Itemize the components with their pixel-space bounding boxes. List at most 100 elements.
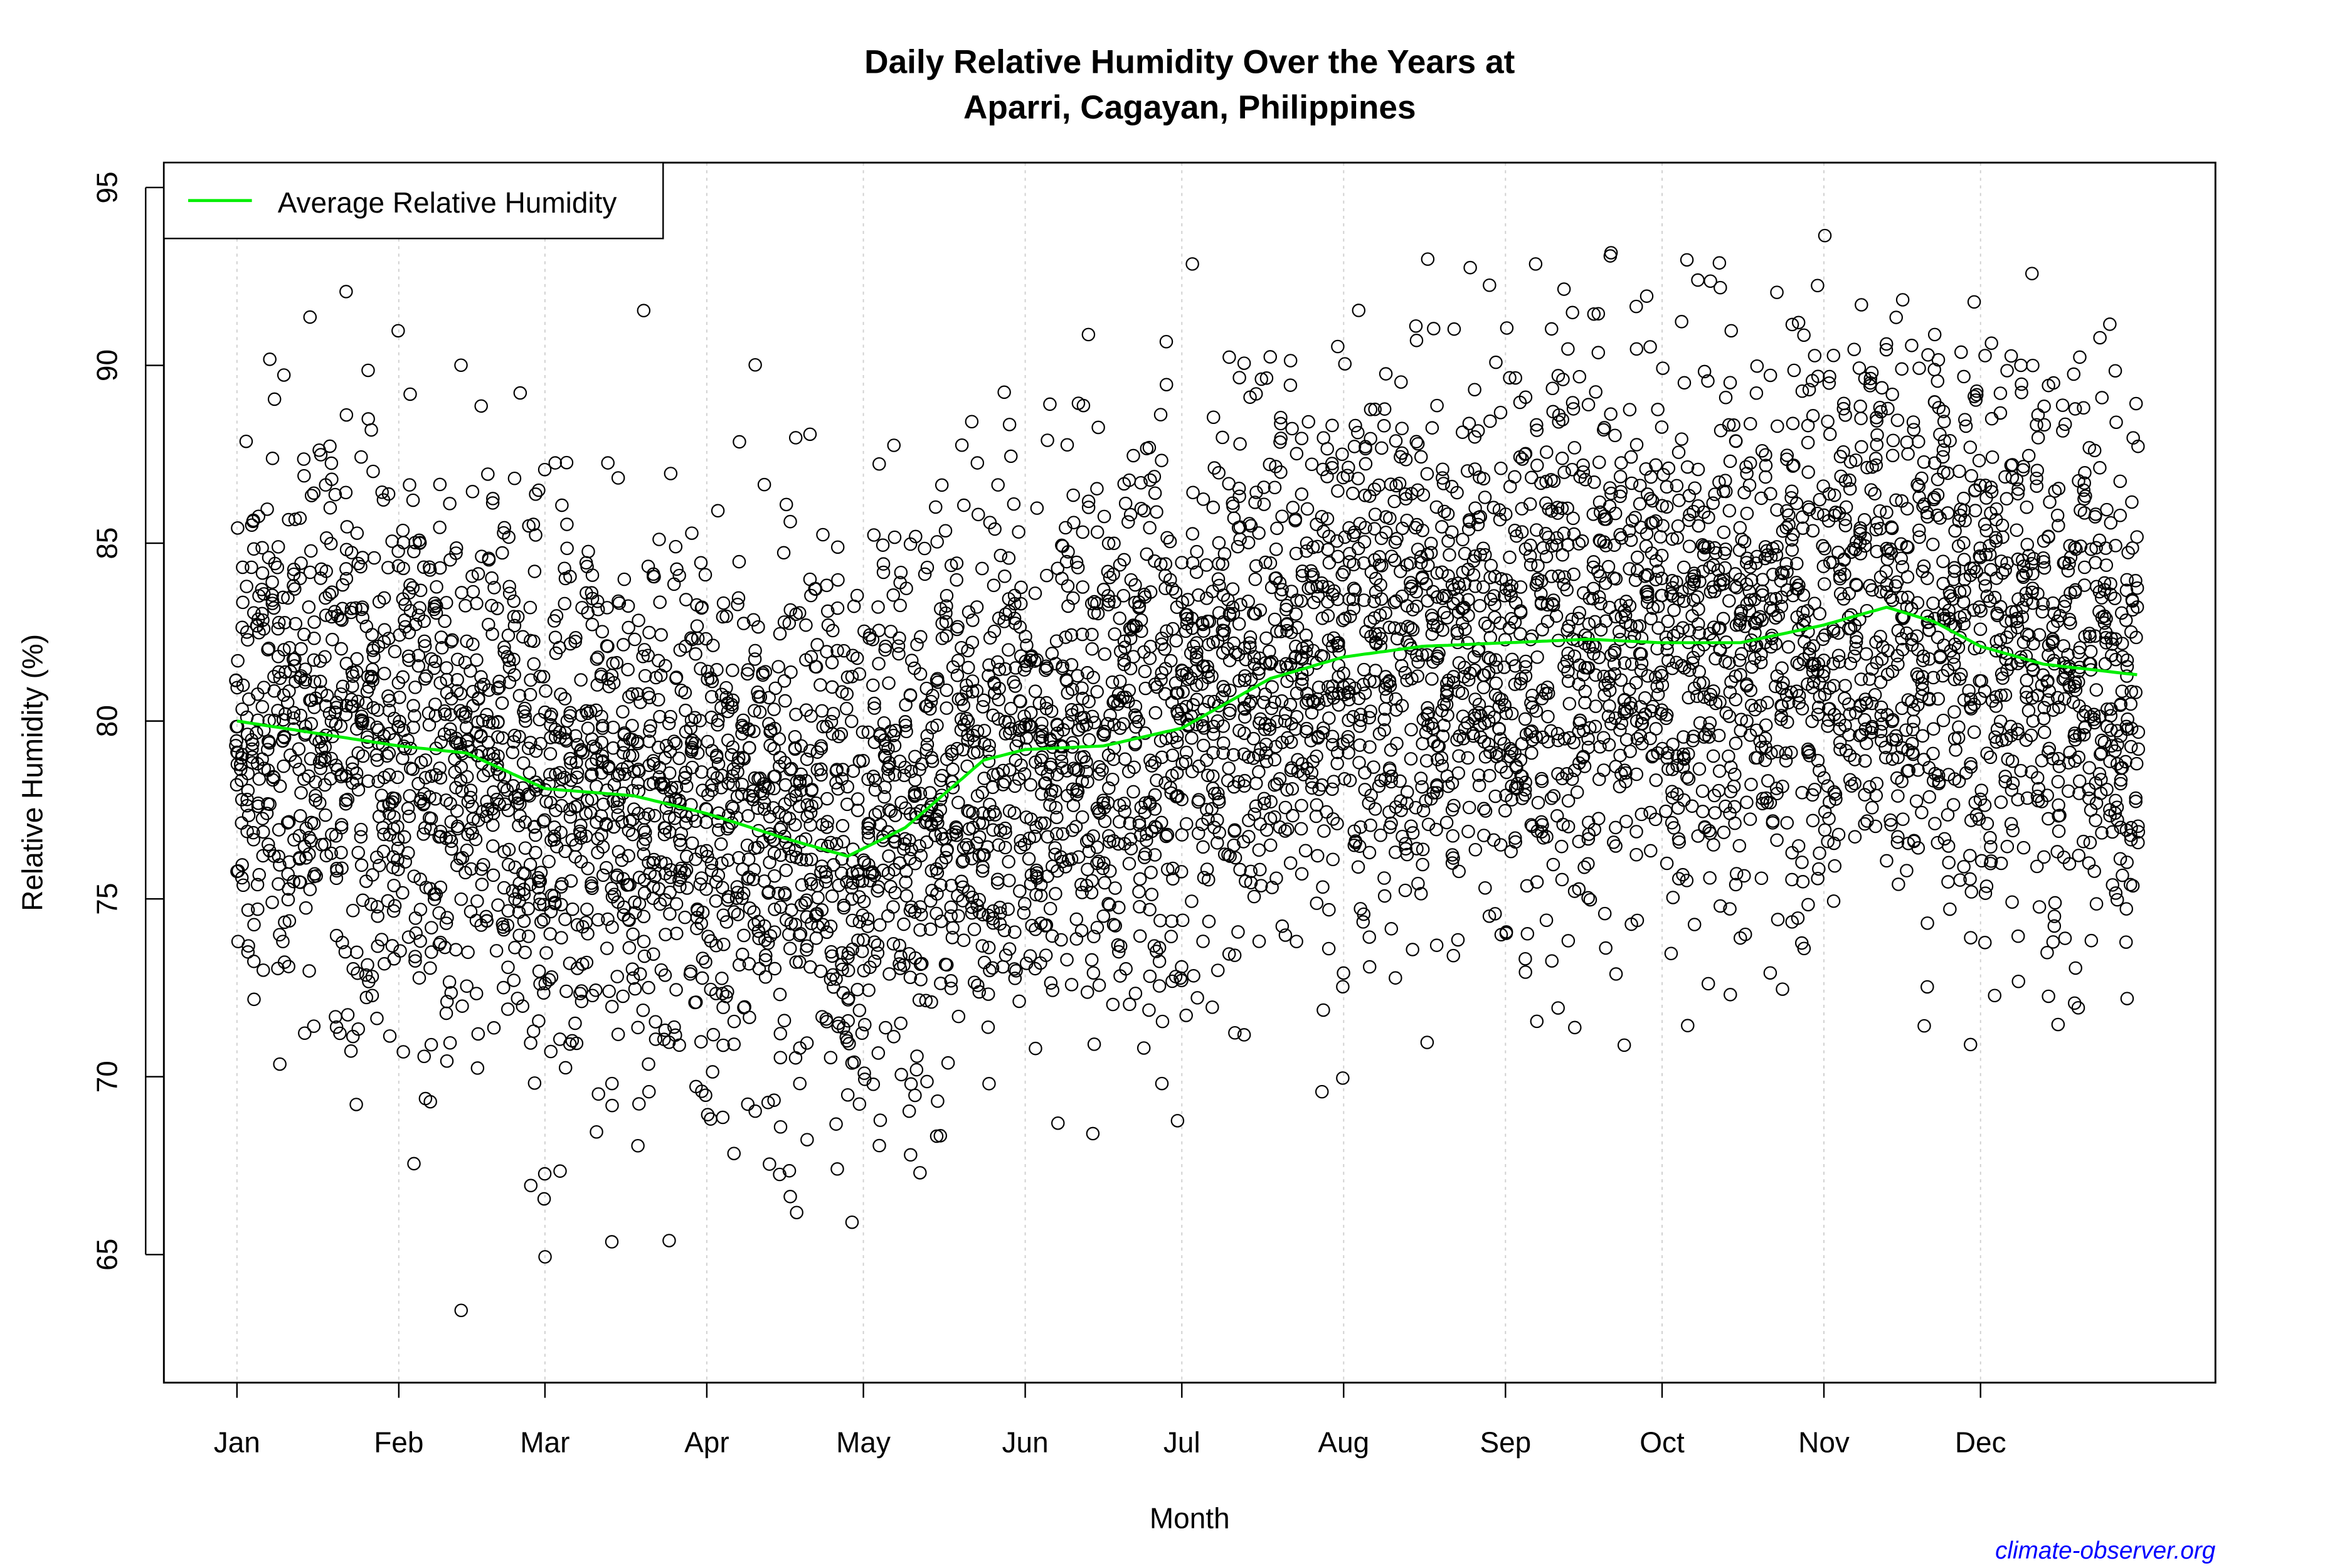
data-point <box>1353 820 1367 834</box>
data-point <box>1504 844 1518 859</box>
data-point <box>763 738 777 753</box>
data-point <box>1008 972 1022 985</box>
data-point <box>939 850 953 865</box>
data-point <box>820 820 834 834</box>
data-point <box>716 1110 730 1125</box>
data-point <box>1232 481 1246 495</box>
data-point <box>987 677 1002 691</box>
data-point <box>365 988 379 1003</box>
data-point <box>1259 746 1273 760</box>
data-point <box>1234 598 1248 612</box>
data-point <box>1084 596 1099 611</box>
data-point <box>724 697 739 712</box>
data-point <box>768 903 781 916</box>
data-point <box>940 599 953 613</box>
data-point <box>277 729 291 744</box>
data-point <box>999 825 1012 840</box>
data-point <box>1206 727 1221 741</box>
data-point <box>1483 414 1497 428</box>
data-point <box>669 983 683 997</box>
data-point <box>282 815 296 829</box>
data-point <box>1305 775 1319 789</box>
data-point <box>417 634 432 649</box>
data-point <box>1430 590 1444 604</box>
data-point <box>461 945 475 960</box>
data-point <box>600 941 614 955</box>
data-point <box>464 783 478 797</box>
data-point <box>1244 519 1258 532</box>
data-point <box>485 571 499 585</box>
data-point <box>382 768 396 782</box>
data-point <box>980 840 995 854</box>
data-point <box>1393 774 1407 788</box>
data-point <box>1281 822 1295 836</box>
data-point <box>491 749 505 763</box>
data-point <box>252 772 266 786</box>
data-point <box>913 667 928 681</box>
data-point <box>517 887 531 901</box>
data-point <box>594 669 608 684</box>
data-point <box>1364 704 1377 718</box>
data-point <box>768 681 783 696</box>
data-point <box>1440 611 1454 625</box>
data-point <box>1416 523 1429 538</box>
data-point <box>421 706 436 720</box>
data-point <box>1608 428 1622 443</box>
data-point <box>1175 556 1189 569</box>
data-point <box>632 1097 646 1111</box>
data-point <box>788 729 802 744</box>
data-point <box>637 847 651 861</box>
data-point <box>334 768 349 782</box>
data-point <box>539 946 553 960</box>
data-point <box>1722 749 1735 763</box>
data-point <box>939 615 953 629</box>
data-point <box>731 598 744 612</box>
data-point <box>763 929 778 943</box>
data-point <box>1143 969 1157 983</box>
data-point <box>1374 578 1387 592</box>
data-point <box>1166 872 1180 886</box>
data-point <box>1190 991 1204 1005</box>
data-point <box>788 431 803 445</box>
data-point <box>271 540 285 554</box>
data-point <box>967 923 982 936</box>
data-point <box>1336 1071 1350 1085</box>
data-point <box>773 1120 788 1134</box>
data-point <box>1134 613 1148 627</box>
data-point <box>1082 694 1096 709</box>
data-point <box>955 874 968 889</box>
data-point <box>1249 776 1263 790</box>
data-point <box>278 665 292 679</box>
data-point <box>387 879 401 893</box>
data-point <box>1796 875 1810 889</box>
data-point <box>252 867 266 882</box>
data-point <box>1321 608 1335 623</box>
data-point <box>1101 717 1115 731</box>
data-point <box>856 874 869 888</box>
data-point <box>1441 569 1455 583</box>
data-point <box>1623 562 1636 576</box>
data-point <box>329 829 343 843</box>
data-point <box>709 894 723 908</box>
data-point <box>1530 875 1544 889</box>
data-point <box>857 894 871 909</box>
data-point <box>1461 751 1475 765</box>
data-point <box>1283 856 1298 870</box>
data-point <box>324 751 338 766</box>
data-point <box>1050 827 1064 841</box>
data-point <box>778 694 792 708</box>
data-point <box>1279 598 1294 613</box>
data-point <box>664 467 678 480</box>
data-point <box>1223 683 1237 697</box>
data-point <box>940 701 953 715</box>
data-point <box>1310 539 1325 554</box>
data-point <box>450 652 465 667</box>
data-point <box>694 871 709 885</box>
data-point <box>714 837 728 851</box>
data-point <box>857 1066 871 1080</box>
data-point <box>1090 482 1104 495</box>
data-point <box>325 585 339 599</box>
data-point <box>497 780 511 794</box>
data-point <box>280 696 295 709</box>
data-point <box>1629 438 1644 452</box>
